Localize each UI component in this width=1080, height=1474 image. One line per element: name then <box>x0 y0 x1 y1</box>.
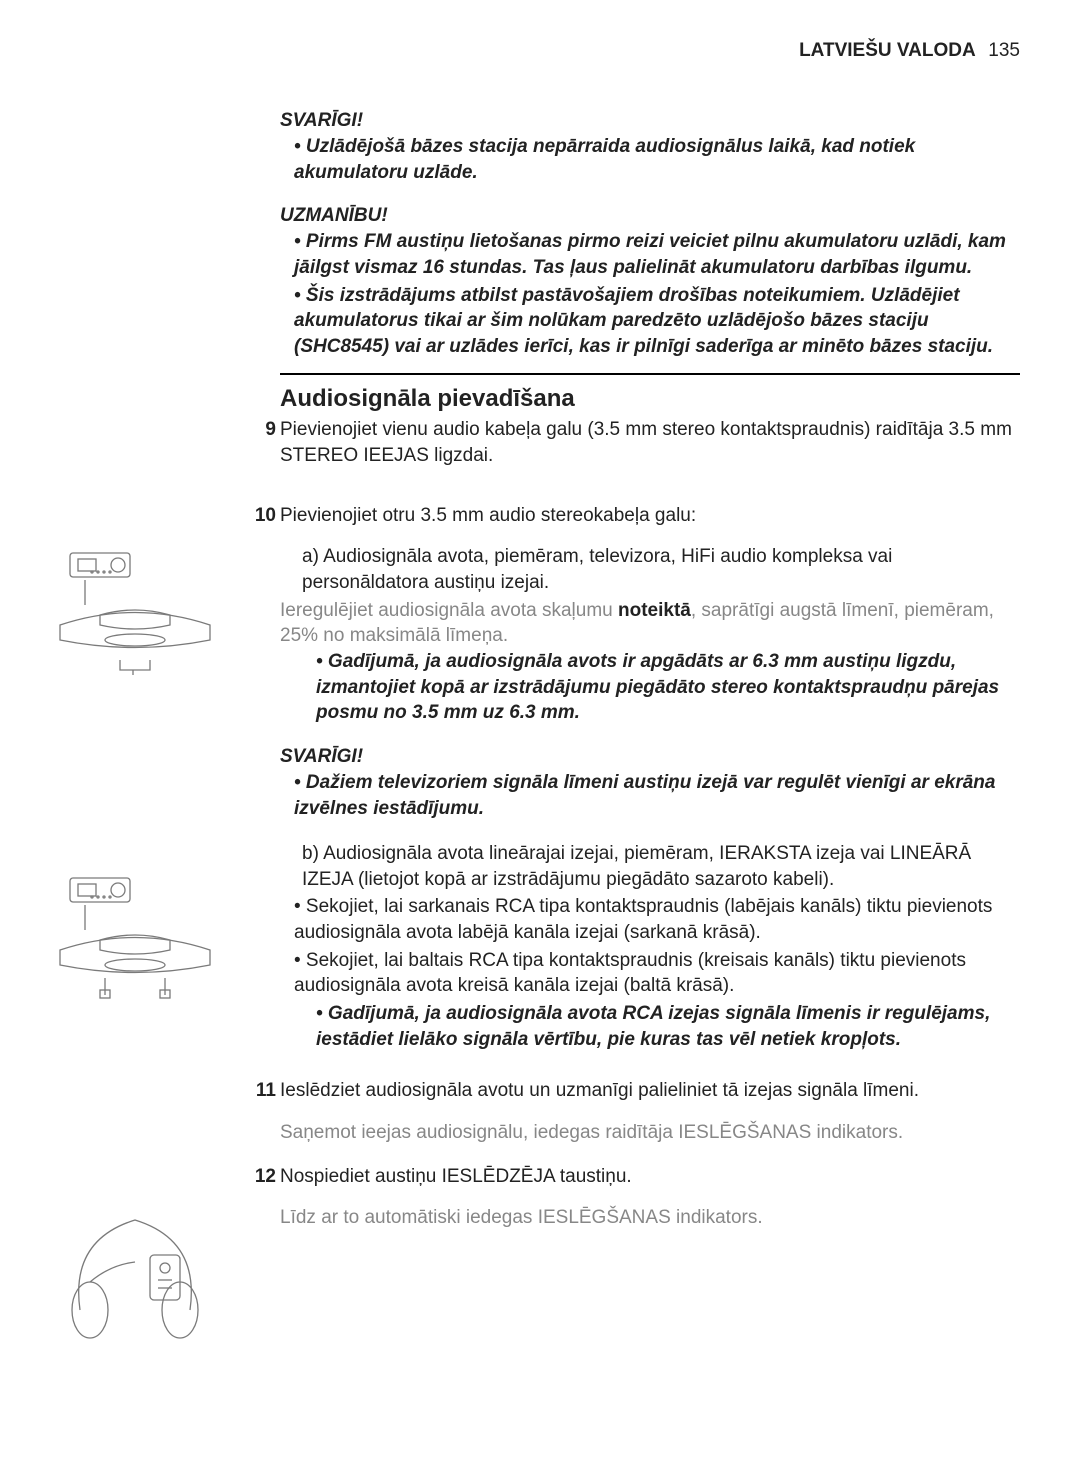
illustration-3 <box>50 1200 220 1350</box>
step-10-greynote: Ieregulējiet audiosignāla avota skaļumu … <box>280 598 1020 649</box>
step-10-bi1: • Gadījumā, ja audiosignāla avots ir apg… <box>302 649 1020 726</box>
step-10b: b) Audiosignāla avota lineārajai izejai,… <box>280 841 1020 892</box>
step-10b-p2: • Sekojiet, lai baltais RCA tipa kontakt… <box>280 948 1020 999</box>
caution-bullet-1: • Pirms FM austiņu lietošanas pirmo reiz… <box>280 229 1020 280</box>
page-content: SVARĪGI! • Uzlādējošā bāzes stacija nepā… <box>280 110 1020 1231</box>
step-11: 11 Ieslēdziet audiosignāla avotu un uzma… <box>280 1078 1020 1104</box>
step-9-text: Pievienojiet vienu audio kabeļa galu (3.… <box>280 417 1020 468</box>
step-10b-p1: • Sekojiet, lai sarkanais RCA tipa konta… <box>280 894 1020 945</box>
headphone-icon <box>50 1200 220 1350</box>
caution-label: UZMANĪBU! <box>280 205 1020 227</box>
step-10-text: Pievienojiet otru 3.5 mm audio stereokab… <box>280 503 1020 529</box>
step-10a: a) Audiosignāla avota, piemēram, televiz… <box>280 544 1020 595</box>
step-11-number: 11 <box>250 1078 276 1104</box>
dock-icon <box>50 545 220 675</box>
step-9: 9 Pievienojiet vienu audio kabeļa galu (… <box>280 417 1020 468</box>
step-10: 10 Pievienojiet otru 3.5 mm audio stereo… <box>280 503 1020 529</box>
section-heading: Audiosignāla pievadīšana <box>280 385 1020 413</box>
important-label-1: SVARĪGI! <box>280 110 1020 132</box>
illustration-1 <box>50 545 220 675</box>
important-2-bullet-1: • Dažiem televizoriem signāla līmeni aus… <box>280 770 1020 821</box>
step-10-number: 10 <box>250 503 276 529</box>
page-header: LATVIEŠU VALODA 135 <box>799 40 1020 62</box>
step-11-grey: Saņemot ieejas audiosignālu, iedegas rai… <box>280 1120 1020 1146</box>
grey-bold: noteiktā <box>618 600 691 621</box>
step-10b-bi1: • Gadījumā, ja audiosignāla avota RCA iz… <box>302 1001 1020 1052</box>
important-label-2: SVARĪGI! <box>280 746 1020 768</box>
section-rule <box>280 373 1020 375</box>
dock-rca-icon <box>50 870 220 1000</box>
important-bullet-1: • Uzlādējošā bāzes stacija nepārraida au… <box>280 134 1020 185</box>
step-9-number: 9 <box>250 417 276 443</box>
grey-pre: Ieregulējiet audiosignāla avota skaļumu <box>280 600 618 621</box>
step-12: 12 Nospiediet austiņu IESLĒDZĒJA taustiņ… <box>280 1164 1020 1190</box>
illustration-2 <box>50 870 220 1000</box>
language-label: LATVIEŠU VALODA <box>799 40 975 61</box>
step-12-text: Nospiediet austiņu IESLĒDZĒJA taustiņu. <box>280 1164 1020 1190</box>
step-12-grey: Līdz ar to automātiski iedegas IESLĒGŠAN… <box>280 1205 1020 1231</box>
step-11-text: Ieslēdziet audiosignāla avotu un uzmanīg… <box>280 1078 1020 1104</box>
step-12-number: 12 <box>250 1164 276 1190</box>
caution-bullet-2: • Šis izstrādājums atbilst pastāvošajiem… <box>280 283 1020 360</box>
page-number: 135 <box>988 40 1020 61</box>
